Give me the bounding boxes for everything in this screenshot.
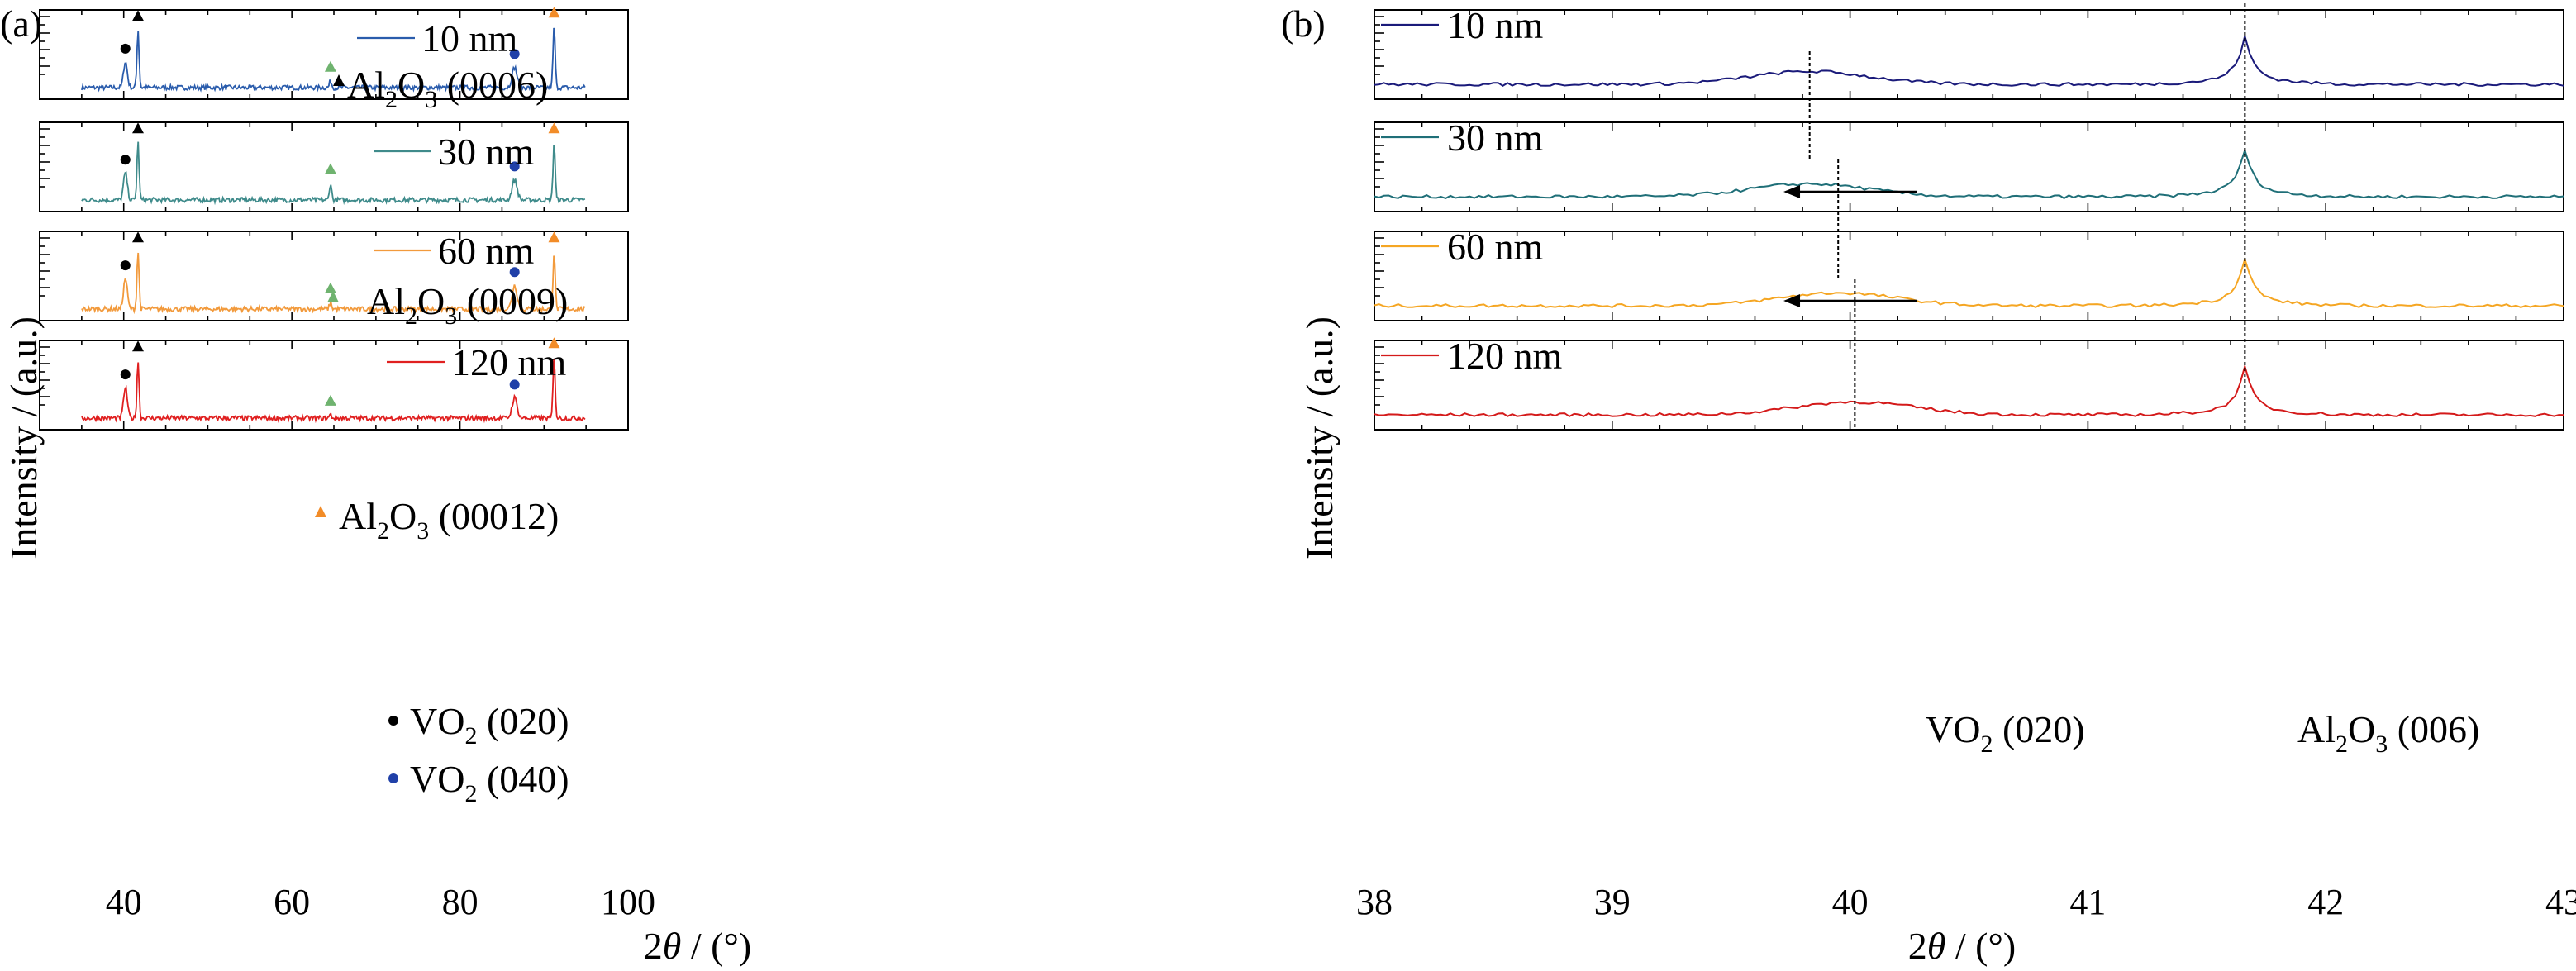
panel-a-xtick-label: 80 [442, 882, 479, 922]
marker-al2o300012 [548, 7, 560, 18]
panel-b-plot-120nm: 120 nm [1374, 335, 2564, 431]
panel-a-annotation-marker [315, 506, 326, 517]
panel-b-xtick-label: 40 [1832, 882, 1869, 922]
b-annot-vo2-020: VO2 (020) [1926, 708, 2085, 758]
panel-a: 10 nm 30 nm 60 nm 120 nm 40 60 80 100 [39, 7, 655, 922]
panel-b-legend-label-60nm: 60 nm [1447, 226, 1544, 268]
panel-b-plot-60nm: 60 nm [1374, 226, 2564, 321]
marker-al2o30006 [132, 10, 145, 21]
panel-b-shift-arrowhead [1783, 294, 1801, 307]
marker-al2o30009 [324, 60, 336, 72]
panel-b-frame [1374, 231, 2564, 321]
panel-b-frame [1374, 340, 2564, 431]
panel-b-legend-label-120nm: 120 nm [1447, 335, 1563, 377]
panel-a-plot-60nm: 60 nm [39, 230, 629, 321]
a-annot-al2o3-00012: Al2O3 (00012) [339, 495, 559, 545]
panel-a-xtick-label: 100 [601, 882, 655, 922]
panel-a-legend-label-10nm: 10 nm [421, 17, 518, 59]
panel-a-plot-120nm: 120 nm [39, 337, 629, 431]
panel-b-spectrum-120nm [1374, 363, 2564, 418]
marker-al2o30006 [132, 231, 145, 243]
marker-al2o30009 [324, 163, 336, 174]
panel-a-spectrum-30nm [81, 141, 586, 206]
panel-b-xtick-label: 39 [1594, 882, 1631, 922]
marker-al2o300012 [548, 122, 560, 134]
marker-al2o300012 [548, 231, 560, 243]
panel-a-ylabel: Intensity / (a.u.) [2, 317, 45, 559]
panel-a-legend-label-60nm: 60 nm [438, 230, 535, 272]
panel-a-spectrum-60nm [81, 252, 586, 315]
panel-a-xlabel: 2θ / (°) [644, 925, 751, 967]
panel-b-xtick-label: 43 [2545, 882, 2576, 922]
panel-a-plot-30nm: 30 nm [39, 121, 629, 212]
panel-a-spectrum-120nm [81, 358, 586, 424]
marker-al2o300012 [548, 337, 560, 349]
marker-al2o30009 [324, 394, 336, 406]
marker-vo2040 [509, 379, 520, 390]
panel-b-frame [1374, 9, 2564, 100]
panel-a-annotation-marker [333, 74, 345, 86]
panel-b-frame [1374, 121, 2564, 212]
panel-a-annotation-marker [327, 291, 339, 302]
panel-b-label: (b) [1281, 2, 1326, 45]
panel-b-plot-30nm: 30 nm [1374, 117, 2564, 212]
panel-b-spectrum-30nm [1374, 147, 2564, 200]
a-annot-al2o3-0006: Al2O3 (0006) [347, 64, 548, 113]
panel-b-shift-arrowhead [1783, 185, 1801, 198]
marker-al2o30006 [132, 340, 145, 352]
panel-a-label: (a) [0, 2, 42, 45]
panel-a-legend-label-120nm: 120 nm [451, 341, 567, 383]
marker-vo2040 [509, 267, 520, 278]
marker-al2o30006 [132, 122, 145, 134]
a-annot-vo2-020: VO2 (020) [410, 700, 569, 750]
panel-a-xtick-label: 60 [274, 882, 310, 922]
b-annot-al2o3-006: Al2O3 (006) [2297, 708, 2479, 758]
panel-a-xtick-label: 40 [106, 882, 142, 922]
panel-a-legend-label-30nm: 30 nm [438, 131, 535, 173]
panel-b-plot-10nm: 10 nm [1374, 4, 2564, 100]
panel-a-annotation-marker [388, 716, 398, 726]
a-annot-vo2-040: VO2 (040) [410, 758, 569, 807]
panel-b-xtick-label: 41 [2069, 882, 2106, 922]
marker-al2o30009 [324, 282, 336, 293]
panel-b-xtick-label: 38 [1356, 882, 1393, 922]
marker-vo2040 [509, 161, 520, 172]
panel-b-spectrum-10nm [1374, 32, 2564, 87]
panel-b-spectrum-60nm [1374, 256, 2564, 309]
panel-a-annotation-marker [388, 773, 398, 783]
panel-b-legend-label-30nm: 30 nm [1447, 117, 1544, 159]
panel-b-xlabel: 2θ / (°) [1908, 925, 2016, 967]
marker-vo2020 [120, 43, 131, 54]
marker-vo2040 [509, 49, 520, 59]
marker-vo2020 [120, 155, 131, 165]
a-annot-al2o3-0009: Al2O3 (0009) [367, 280, 568, 330]
panel-b-xtick-label: 42 [2307, 882, 2344, 922]
panel-b: 10 nm 30 nm 60 nm 120 nm 38 39 40 41 42 43 [1356, 3, 2576, 922]
panel-a-spectrum-10nm [81, 27, 586, 93]
marker-vo2020 [120, 260, 131, 271]
panel-b-ylabel: Intensity / (a.u.) [1298, 317, 1340, 559]
panel-b-legend-label-10nm: 10 nm [1447, 4, 1544, 46]
marker-vo2020 [120, 369, 131, 380]
panel-a-plot-10nm: 10 nm [39, 7, 629, 100]
